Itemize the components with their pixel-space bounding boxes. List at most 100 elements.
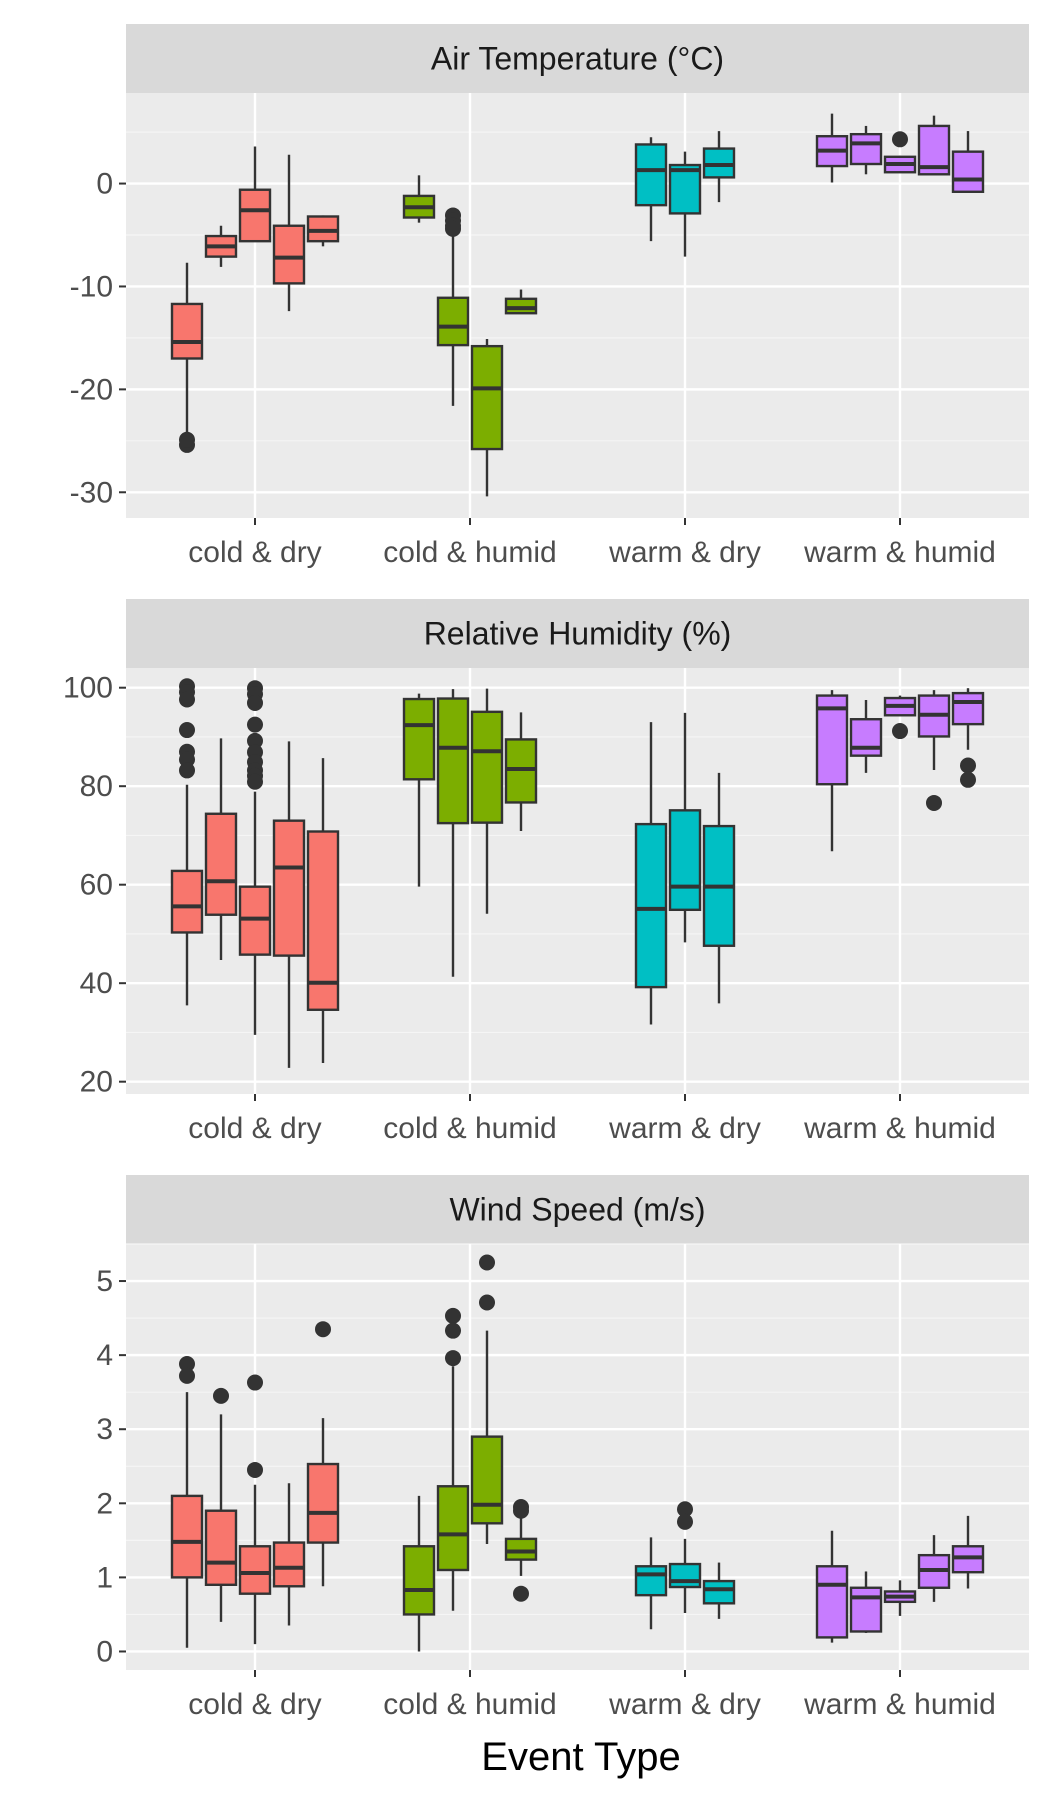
box — [668, 1562, 702, 1589]
outlier-point — [926, 794, 942, 811]
boxplot — [402, 693, 436, 887]
box — [951, 150, 985, 193]
outlier-point — [960, 757, 976, 774]
boxplot — [815, 113, 849, 183]
boxplot — [917, 690, 951, 811]
box — [402, 1545, 436, 1616]
x-tick-label: cold & humid — [383, 536, 556, 569]
box — [634, 1565, 668, 1597]
outlier-point — [513, 1502, 529, 1519]
boxplot — [702, 131, 736, 203]
panel-title: Relative Humidity (%) — [424, 616, 732, 652]
box — [238, 1545, 272, 1595]
boxplot — [917, 115, 951, 176]
y-tick-label: 80 — [80, 770, 113, 803]
boxplot — [306, 758, 340, 1063]
y-tick-label: 2 — [96, 1487, 113, 1520]
outlier-point — [179, 722, 195, 739]
boxplot — [170, 678, 204, 1006]
boxplot — [815, 1530, 849, 1643]
boxplot — [470, 688, 504, 914]
boxplot — [917, 1535, 951, 1602]
outlier-point — [179, 691, 195, 708]
outlier-point — [213, 1387, 229, 1404]
box-group — [170, 1321, 340, 1648]
y-tick-label: 3 — [96, 1413, 113, 1446]
box — [436, 697, 470, 825]
outlier-point — [179, 1367, 195, 1384]
box — [272, 819, 306, 957]
x-tick-label: warm & humid — [803, 1688, 996, 1721]
boxplot — [504, 712, 538, 832]
outlier-point — [479, 1254, 495, 1271]
box — [849, 132, 883, 166]
box — [272, 224, 306, 285]
panel-strip — [126, 1175, 1029, 1244]
outlier-point — [315, 1321, 331, 1338]
y-tick-label: -10 — [70, 270, 113, 303]
y-tick-label: -30 — [70, 476, 113, 509]
outlier-point — [247, 1461, 263, 1478]
box-group — [402, 1254, 538, 1652]
y-tick-label: 20 — [80, 1066, 113, 1099]
boxplot — [951, 1515, 985, 1589]
x-tick-label: warm & dry — [608, 1112, 761, 1145]
boxplot — [668, 151, 702, 257]
outlier-point — [179, 762, 195, 779]
outlier-point — [247, 1374, 263, 1391]
box — [668, 163, 702, 215]
outlier-point — [445, 1307, 461, 1324]
boxplot — [702, 1562, 736, 1619]
boxplot — [504, 1499, 538, 1602]
box-group — [170, 146, 340, 453]
boxplot — [436, 689, 470, 977]
box — [470, 710, 504, 824]
box — [668, 809, 702, 912]
y-tick-label: 5 — [96, 1265, 113, 1298]
outlier-point — [677, 1513, 693, 1530]
y-tick-label: 1 — [96, 1561, 113, 1594]
y-tick-label: 40 — [80, 967, 113, 1000]
outlier-point — [445, 1350, 461, 1367]
boxplot — [470, 338, 504, 497]
outlier-point — [247, 773, 263, 790]
outlier-point — [445, 1322, 461, 1339]
outlier-point — [247, 732, 263, 749]
boxplot — [272, 741, 306, 1068]
outlier-point — [247, 694, 263, 711]
boxplot — [238, 146, 272, 243]
boxplot — [204, 1387, 238, 1622]
boxplot — [883, 695, 917, 740]
panel-strip — [126, 599, 1029, 668]
panel-1: Air Temperature (°C) 0 -10 -20 -30 cold & dry… — [70, 24, 1029, 569]
box — [849, 718, 883, 757]
panel-title: Wind Speed (m/s) — [449, 1192, 705, 1228]
box — [504, 297, 538, 315]
outlier-point — [445, 220, 461, 237]
x-tick-label: cold & humid — [383, 1688, 556, 1721]
box — [306, 215, 340, 243]
x-tick-label: cold & dry — [188, 536, 321, 569]
y-tick-label: 4 — [96, 1339, 113, 1372]
boxplot — [702, 772, 736, 1004]
boxplot — [170, 262, 204, 453]
boxplot — [306, 215, 340, 247]
boxplot — [951, 688, 985, 788]
outlier-point — [179, 431, 195, 448]
panel-strip — [126, 24, 1029, 93]
boxplot — [238, 680, 272, 1035]
plot-background — [126, 1244, 1029, 1670]
boxplot — [634, 722, 668, 1025]
box-group — [170, 678, 340, 1068]
boxplot — [272, 1483, 306, 1626]
boxplot — [306, 1321, 340, 1587]
x-tick-label: warm & humid — [803, 1112, 996, 1145]
box — [951, 691, 985, 726]
box-group — [634, 1501, 736, 1630]
boxplot — [634, 1537, 668, 1630]
box — [238, 188, 272, 243]
box — [702, 1579, 736, 1605]
boxplot — [668, 1501, 702, 1613]
boxplot — [951, 131, 985, 193]
box-group — [634, 131, 736, 257]
